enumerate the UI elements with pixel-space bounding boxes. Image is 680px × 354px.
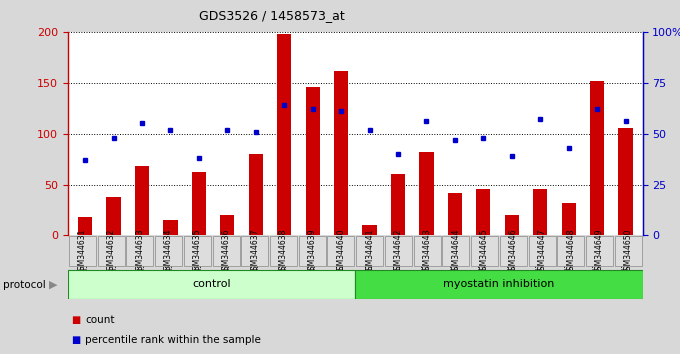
Text: GSM344634: GSM344634 [164,228,173,275]
FancyBboxPatch shape [385,236,412,266]
FancyBboxPatch shape [558,236,584,266]
Text: GSM344642: GSM344642 [394,228,403,275]
Text: GSM344647: GSM344647 [538,228,547,275]
Text: ■: ■ [71,335,81,345]
FancyBboxPatch shape [270,236,297,266]
Text: GSM344631: GSM344631 [78,228,87,275]
Text: GSM344640: GSM344640 [337,228,345,275]
Bar [163,220,177,235]
Text: ■: ■ [71,315,81,325]
Text: GSM344643: GSM344643 [423,228,432,275]
Text: GSM344641: GSM344641 [365,228,374,275]
FancyBboxPatch shape [413,236,441,266]
Bar [618,127,632,235]
FancyBboxPatch shape [69,236,96,266]
Text: GSM344633: GSM344633 [135,228,144,275]
FancyBboxPatch shape [213,236,239,266]
Text: myostatin inhibition: myostatin inhibition [443,279,555,289]
Text: percentile rank within the sample: percentile rank within the sample [85,335,261,345]
FancyBboxPatch shape [328,236,354,266]
Bar [391,175,405,235]
Bar [334,70,348,235]
Text: GSM344635: GSM344635 [193,228,202,275]
Bar [533,189,547,235]
FancyBboxPatch shape [98,236,124,266]
FancyBboxPatch shape [528,236,556,266]
FancyBboxPatch shape [126,236,153,266]
FancyBboxPatch shape [615,236,642,266]
FancyBboxPatch shape [356,270,643,298]
Text: GDS3526 / 1458573_at: GDS3526 / 1458573_at [199,9,345,22]
Text: GSM344636: GSM344636 [222,228,231,275]
Bar [78,217,92,235]
FancyBboxPatch shape [471,236,498,266]
FancyBboxPatch shape [586,236,613,266]
Bar [305,87,320,235]
Bar [562,203,576,235]
Text: protocol: protocol [3,280,46,290]
Text: GSM344646: GSM344646 [509,228,517,275]
Bar [362,225,377,235]
FancyBboxPatch shape [184,236,211,266]
Text: GSM344639: GSM344639 [308,228,317,275]
FancyBboxPatch shape [155,236,182,266]
Bar [277,34,291,235]
Text: GSM344632: GSM344632 [107,228,116,275]
Text: GSM344638: GSM344638 [279,228,288,275]
FancyBboxPatch shape [500,236,527,266]
Bar [590,81,605,235]
Text: control: control [192,279,231,289]
Text: GSM344649: GSM344649 [595,228,604,275]
Text: count: count [85,315,114,325]
Bar [220,215,235,235]
FancyBboxPatch shape [241,236,268,266]
Text: GSM344645: GSM344645 [480,228,489,275]
Bar [249,154,263,235]
Bar [135,166,149,235]
Bar [505,215,519,235]
Bar [447,193,462,235]
FancyBboxPatch shape [356,236,383,266]
Bar [106,197,120,235]
Bar [420,152,434,235]
Text: GSM344637: GSM344637 [250,228,259,275]
Bar [192,172,206,235]
FancyBboxPatch shape [68,270,356,298]
Text: ▶: ▶ [49,280,57,290]
Text: GSM344648: GSM344648 [566,228,575,275]
Text: GSM344650: GSM344650 [624,228,632,275]
FancyBboxPatch shape [299,236,326,266]
Text: GSM344644: GSM344644 [452,228,460,275]
Bar [476,189,490,235]
FancyBboxPatch shape [443,236,469,266]
